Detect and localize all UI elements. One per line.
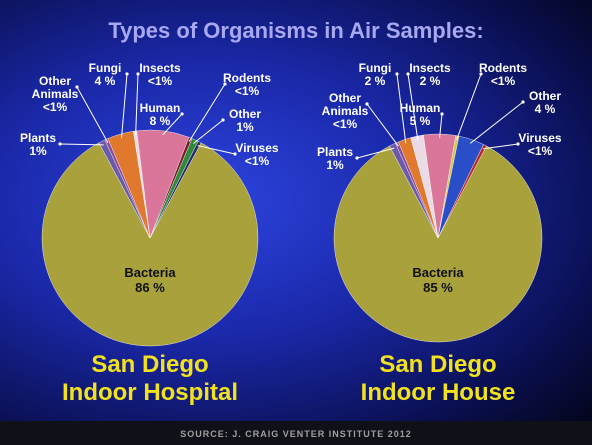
value-label: <1% (42, 100, 68, 114)
value-label: <1% (527, 144, 553, 158)
leader-dot (233, 152, 237, 156)
slice-label: Plants 1% (3, 132, 73, 158)
value-label: 1% (29, 144, 47, 158)
slide-title: Types of Organisms in Air Samples: (108, 18, 483, 43)
slice-label: Insects <1% (125, 62, 195, 88)
category-label: Fungi (358, 61, 392, 75)
slice-label: Rodents <1% (212, 72, 282, 98)
value-label: <1% (147, 74, 173, 88)
category-label: Rodents (479, 61, 527, 75)
leader-dot (180, 112, 184, 116)
slice-label: Human 8 % (125, 102, 195, 128)
leader-line (356, 147, 395, 159)
leader-dot (521, 100, 525, 104)
category-label: Plants (19, 131, 56, 145)
value-label: 8 % (149, 114, 171, 128)
leader-line (483, 143, 519, 150)
pie-slice (333, 145, 543, 343)
leader-dot (221, 118, 225, 122)
leader-line (193, 119, 224, 144)
leader-dot (365, 102, 369, 106)
leader-line (135, 73, 139, 136)
slice-label: Fungi 4 % (70, 62, 140, 88)
slice-label: Bacteria 86 % (115, 265, 185, 295)
leader-dot (58, 142, 62, 146)
pie-slice (149, 141, 202, 239)
leader-dot (75, 85, 79, 89)
pie-slice (437, 144, 487, 239)
slice-label: Human 5 % (385, 102, 455, 128)
value-label: 2 % (364, 74, 386, 88)
category-label: Insects (139, 61, 181, 75)
leader-dot (516, 142, 520, 146)
leader-dot (479, 72, 483, 76)
leader-line (366, 103, 399, 147)
value-label: 4 % (534, 102, 556, 116)
pie-title: Indoor House (361, 379, 516, 406)
category-label: Human (399, 101, 441, 115)
slice-label: Insects 2 % (395, 62, 465, 88)
value-label: <1% (490, 74, 516, 88)
category-label: Other (528, 89, 561, 103)
leader-line (456, 73, 482, 140)
pie-slice (41, 142, 259, 347)
value-label: <1% (244, 154, 270, 168)
value-label: 1% (236, 120, 254, 134)
leader-line (162, 113, 183, 136)
slice-label: Viruses <1% (222, 142, 292, 168)
leader-line (59, 143, 104, 146)
category-label: Human (139, 101, 181, 115)
category-label: Viruses (518, 131, 562, 145)
category-label: Fungi (88, 61, 122, 75)
leader-line (188, 83, 226, 142)
leader-dot (440, 112, 444, 116)
slice-label: Other Animals <1% (20, 75, 90, 114)
leader-line (396, 73, 407, 144)
value-label: <1% (332, 117, 358, 131)
category-label: Rodents (223, 71, 271, 85)
category-label: Bacteria (124, 265, 176, 280)
value-label: <1% (234, 84, 260, 98)
slice-label: Other 4 % (510, 90, 580, 116)
pie-title: Indoor Hospital (62, 379, 238, 406)
value-label: 1% (326, 158, 344, 172)
category-label: Other Animals (321, 91, 369, 118)
leader-dot (406, 72, 410, 76)
leader-dot (355, 156, 359, 160)
pie-title: San Diego (379, 351, 496, 378)
value-label: 5 % (409, 114, 431, 128)
leader-line (469, 101, 524, 144)
leader-line (407, 73, 419, 141)
slice-label: Plants 1% (300, 146, 370, 172)
leader-line (439, 113, 443, 139)
leader-line (197, 145, 236, 155)
category-label: Plants (316, 145, 353, 159)
leader-dot (136, 72, 140, 76)
slice-label: Rodents <1% (468, 62, 538, 88)
slice-label: Viruses <1% (505, 132, 575, 158)
slice-label: Other Animals <1% (310, 92, 380, 131)
value-label: 85 % (423, 280, 453, 295)
category-label: Other Animals (31, 74, 79, 101)
category-label: Other (228, 107, 261, 121)
pie-title: San Diego (91, 351, 208, 378)
category-label: Insects (409, 61, 451, 75)
slice-label: Fungi 2 % (340, 62, 410, 88)
leader-dot (223, 82, 227, 86)
slice-label: Other 1% (210, 108, 280, 134)
value-label: 2 % (419, 74, 441, 88)
source-bar (0, 421, 592, 445)
slice-label: Bacteria 85 % (403, 265, 473, 295)
value-label: 4 % (94, 74, 116, 88)
value-label: 86 % (135, 280, 165, 295)
leader-line (76, 86, 109, 144)
leader-dot (125, 72, 129, 76)
leader-dot (395, 72, 399, 76)
source: SOURCE: J. CRAIG VENTER INSTITUTE 2012 (180, 429, 412, 439)
leader-line (121, 73, 128, 139)
category-label: Bacteria (412, 265, 464, 280)
category-label: Viruses (235, 141, 279, 155)
